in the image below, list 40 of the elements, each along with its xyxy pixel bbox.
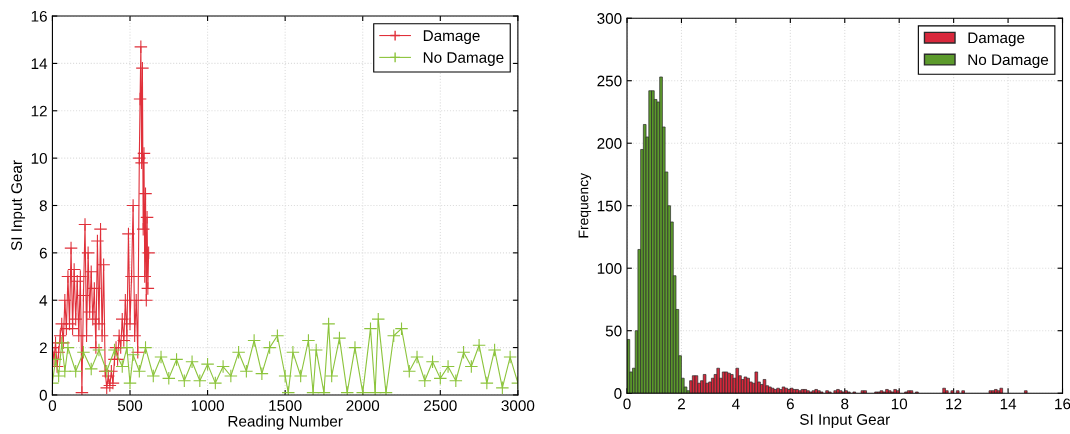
y-tick-label: 4 (39, 295, 48, 306)
x-tick-label: 1500 (269, 400, 302, 412)
y-tick-label: 14 (31, 58, 48, 69)
y-tick-label: 50 (605, 325, 622, 337)
y-tick-label: 10 (31, 153, 47, 164)
legend-label: No Damage (968, 54, 1049, 69)
x-axis-title: SI Input Gear (800, 414, 890, 428)
x-tick-label: 12 (946, 398, 962, 410)
legend-label: Damage (968, 32, 1025, 47)
x-tick-label: 0 (623, 398, 631, 410)
y-tick-label: 300 (597, 13, 622, 24)
x-tick-label: 6 (786, 398, 794, 410)
y-tick-label: 8 (39, 200, 47, 212)
y-tick-label: 100 (597, 263, 622, 274)
y-tick-label: 200 (597, 138, 622, 149)
y-tick-label: 6 (39, 247, 47, 259)
x-axis-title: Reading Number (228, 415, 343, 430)
legend-label: No Damage (423, 52, 504, 66)
y-axis-title: Frequency (578, 172, 592, 238)
legend-label: Damage (423, 30, 480, 45)
y-tick-label: 0 (614, 388, 622, 399)
x-tick-label: 0 (48, 400, 57, 412)
x-tick-label: 500 (117, 400, 143, 412)
y-tick-label: 0 (39, 389, 47, 401)
x-tick-label: 10 (891, 398, 908, 410)
x-tick-label: 2 (677, 398, 685, 410)
x-tick-label: 3000 (501, 400, 535, 412)
y-tick-label: 2 (39, 342, 47, 354)
y-tick-label: 16 (31, 10, 47, 22)
x-tick-label: 8 (841, 398, 849, 410)
x-tick-label: 2500 (424, 400, 457, 412)
y-tick-label: 150 (597, 200, 622, 212)
y-axis-title: SI Input Gear (11, 160, 26, 251)
x-tick-label: 4 (732, 398, 740, 410)
y-tick-label: 12 (31, 105, 47, 117)
x-tick-label: 14 (1000, 398, 1017, 410)
y-tick-label: 250 (597, 75, 622, 87)
x-tick-label: 16 (1055, 398, 1070, 410)
x-tick-label: 1000 (191, 400, 224, 412)
x-tick-label: 2000 (346, 400, 380, 412)
